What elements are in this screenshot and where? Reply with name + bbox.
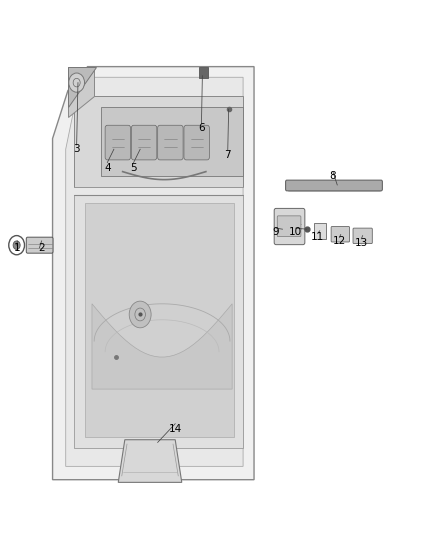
FancyBboxPatch shape bbox=[184, 125, 209, 160]
Polygon shape bbox=[68, 67, 96, 107]
FancyBboxPatch shape bbox=[331, 227, 350, 242]
Polygon shape bbox=[118, 440, 182, 482]
Polygon shape bbox=[74, 96, 243, 187]
Text: 8: 8 bbox=[329, 171, 336, 181]
Text: 4: 4 bbox=[104, 163, 111, 173]
FancyBboxPatch shape bbox=[131, 125, 157, 160]
Polygon shape bbox=[68, 67, 94, 117]
Text: 11: 11 bbox=[311, 232, 324, 242]
Circle shape bbox=[13, 241, 20, 249]
Text: 9: 9 bbox=[272, 227, 279, 237]
Circle shape bbox=[69, 73, 85, 92]
FancyBboxPatch shape bbox=[274, 208, 305, 245]
Polygon shape bbox=[74, 195, 243, 448]
FancyBboxPatch shape bbox=[105, 125, 131, 160]
Text: 6: 6 bbox=[198, 123, 205, 133]
FancyBboxPatch shape bbox=[26, 237, 53, 253]
FancyBboxPatch shape bbox=[199, 67, 208, 78]
FancyBboxPatch shape bbox=[286, 180, 382, 191]
Text: 12: 12 bbox=[333, 236, 346, 246]
Text: 1: 1 bbox=[14, 243, 21, 253]
FancyBboxPatch shape bbox=[353, 228, 372, 244]
Polygon shape bbox=[92, 304, 232, 389]
FancyBboxPatch shape bbox=[277, 216, 301, 237]
FancyBboxPatch shape bbox=[158, 125, 183, 160]
FancyBboxPatch shape bbox=[314, 223, 326, 239]
Text: 13: 13 bbox=[355, 238, 368, 247]
Text: 3: 3 bbox=[73, 144, 80, 154]
Text: 10: 10 bbox=[289, 227, 302, 237]
Polygon shape bbox=[66, 77, 243, 466]
Circle shape bbox=[129, 301, 151, 328]
Text: 7: 7 bbox=[224, 150, 231, 159]
Polygon shape bbox=[53, 67, 254, 480]
Text: 2: 2 bbox=[38, 243, 45, 253]
Polygon shape bbox=[85, 203, 234, 437]
Polygon shape bbox=[101, 107, 243, 176]
Text: 5: 5 bbox=[130, 163, 137, 173]
Text: 14: 14 bbox=[169, 424, 182, 434]
